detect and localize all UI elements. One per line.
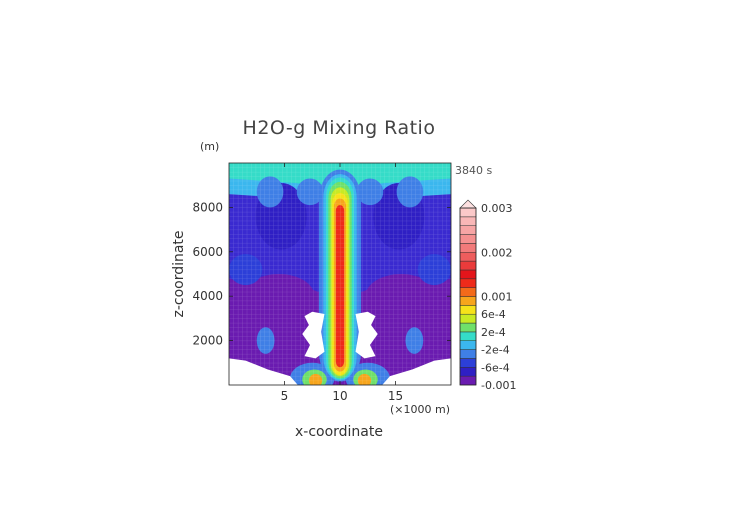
colorbar-swatch	[459, 296, 477, 306]
x-tick-label: 5	[281, 389, 289, 403]
x-tick-label: 10	[332, 389, 347, 403]
colorbar-tick-label: 6e-4	[481, 308, 506, 321]
time-label: 3840 s	[455, 164, 492, 177]
colorbar-frame	[459, 207, 477, 386]
colorbar-swatch	[459, 367, 477, 377]
colorbar-swatch	[459, 313, 477, 324]
colorbar-swatch	[459, 287, 477, 297]
colorbar-swatch	[459, 225, 477, 235]
colorbar-swatch	[459, 331, 477, 341]
x-axis-label: x-coordinate	[295, 424, 383, 440]
colorbar: 0.003 0.002 0.001 6e-4 2e-4 -2e-4 -6e-4 -0.001	[459, 199, 516, 392]
x-unit-label: (×1000 m)	[390, 403, 450, 416]
colorbar-swatch	[459, 278, 477, 288]
chart-title: H2O-g Mixing Ratio	[243, 117, 436, 139]
colorbar-swatch	[459, 207, 477, 218]
colorbar-tick-label: -2e-4	[481, 344, 510, 357]
y-tick-label: 2000	[192, 334, 223, 348]
colorbar-swatch	[459, 260, 477, 271]
colorbar-swatch	[459, 322, 477, 333]
colorbar-swatch	[459, 349, 477, 359]
y-tick-label: 8000	[192, 200, 223, 214]
grid-overlay	[229, 163, 451, 385]
colorbar-tick-label: 2e-4	[481, 326, 506, 339]
colorbar-tick-label: -6e-4	[481, 361, 510, 374]
colorbar-swatch	[459, 243, 477, 253]
colorbar-swatch	[459, 252, 477, 262]
colorbar-tick-label: 0.001	[481, 291, 513, 304]
colorbar-swatch	[459, 358, 477, 368]
colorbar-tick-label: 0.003	[481, 202, 513, 215]
y-axis-label: z-coordinate	[171, 230, 187, 317]
colorbar-swatch	[459, 234, 477, 244]
x-axis: 5 10 15	[281, 163, 403, 403]
colorbar-swatch	[459, 375, 477, 386]
colorbar-swatch	[459, 340, 477, 350]
colorbar-swatch	[459, 216, 477, 226]
colorbar-extend-triangle	[459, 199, 477, 209]
y-unit-label: (m)	[200, 140, 219, 153]
plot-area	[229, 163, 451, 385]
colorbar-tick-label: 0.002	[481, 246, 513, 259]
y-axis: 2000 4000 6000 8000	[192, 200, 451, 348]
y-tick-label: 4000	[192, 289, 223, 303]
colorbar-tick-label: -0.001	[481, 379, 516, 392]
y-tick-label: 6000	[192, 245, 223, 259]
colorbar-swatch	[459, 269, 477, 280]
colorbar-swatch	[459, 305, 477, 315]
x-tick-label: 15	[388, 389, 403, 403]
